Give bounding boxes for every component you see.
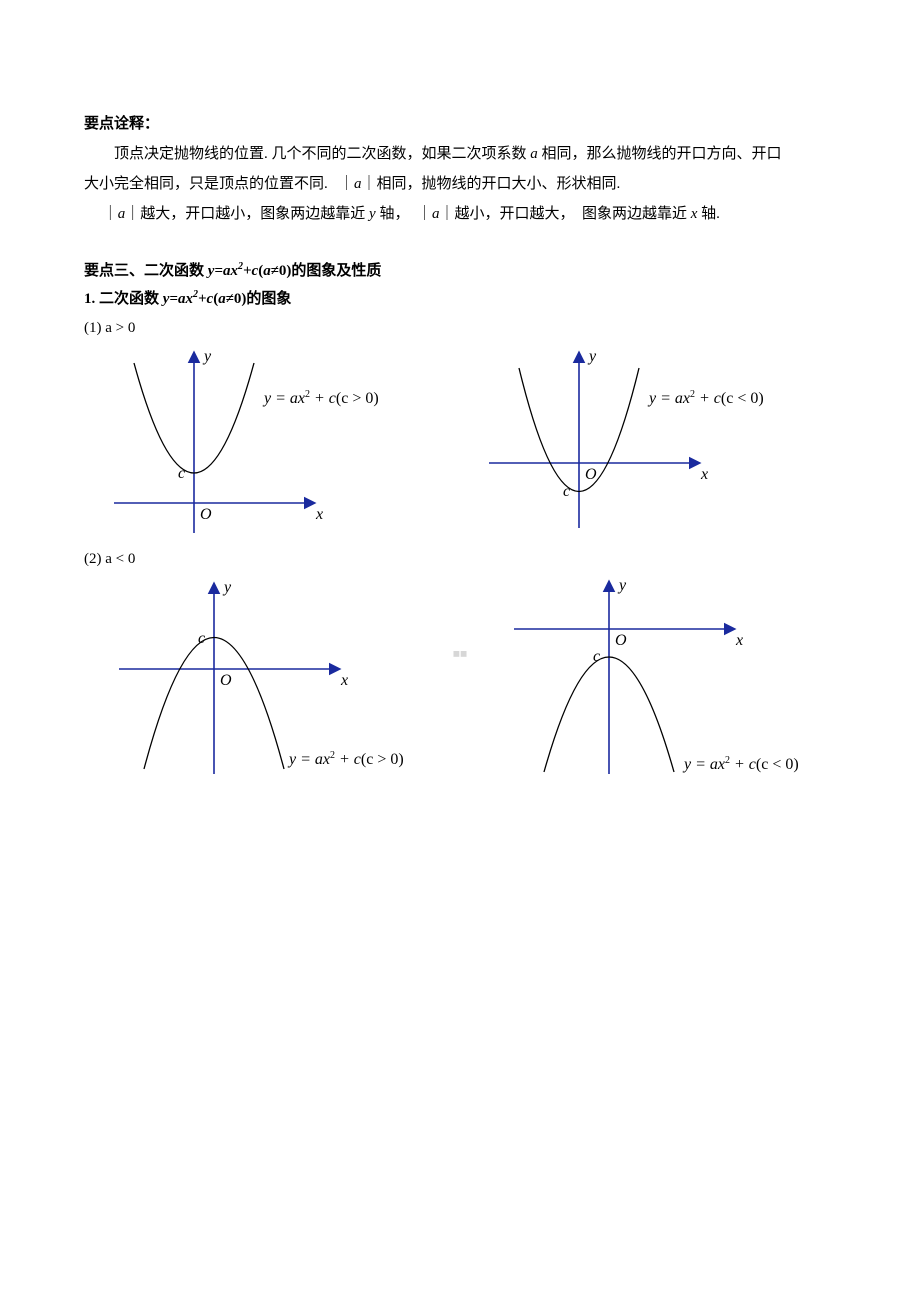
- para1-text-a: 顶点决定抛物线的位置. 几个不同的二次函数，如果二次项系数: [114, 146, 530, 162]
- para2-text-c: ｜越小，开口越大， 图象两边越靠近: [439, 206, 690, 222]
- para2-text-a: ｜越大，开口越小，图象两边越靠近: [125, 206, 369, 222]
- paragraph-2: ｜a｜越大，开口越小，图象两边越靠近 y 轴， ｜a｜越小，开口越大， 图象两边…: [84, 199, 836, 229]
- svg-text:O: O: [200, 506, 212, 523]
- svg-text:c: c: [593, 648, 600, 665]
- condition-1: (1) a > 0: [84, 320, 836, 337]
- var-y: y: [369, 206, 376, 222]
- var-a-abs1: a: [354, 176, 362, 192]
- svg-text:y = ax2 + c(c > 0): y = ax2 + c(c > 0): [287, 750, 404, 768]
- h3-a: 1. 二次函数: [84, 291, 163, 307]
- svg-text:y = ax2 + c(c > 0): y = ax2 + c(c > 0): [262, 389, 379, 407]
- para2-text-d: 轴.: [697, 206, 720, 222]
- cond2-text: (2) a < 0: [84, 551, 135, 567]
- heading-section-3: 要点三、二次函数 y=ax2+c(a≠0)的图象及性质: [84, 257, 836, 286]
- svg-text:c: c: [198, 630, 205, 647]
- svg-text:O: O: [585, 466, 597, 483]
- svg-text:y = ax2 + c(c < 0): y = ax2 + c(c < 0): [647, 389, 764, 407]
- paragraph-1b: 大小完全相同，只是顶点的位置不同. ｜a｜相同，抛物线的开口大小、形状相同.: [84, 169, 836, 199]
- para1-text-c: 大小完全相同，只是顶点的位置不同. ｜: [84, 176, 354, 192]
- svg-text:y: y: [222, 579, 232, 596]
- para2-lead: ｜: [84, 206, 118, 222]
- h3-cond: a: [218, 291, 226, 307]
- chart-2: y x O c y = ax2 + c(c < 0): [474, 343, 784, 543]
- svg-text:O: O: [220, 672, 232, 689]
- heading-subsection-1: 1. 二次函数 y=ax2+c(a≠0)的图象: [84, 285, 836, 314]
- svg-text:x: x: [315, 506, 323, 523]
- h3-c: ≠0)的图象: [226, 291, 292, 307]
- h3-eq: y=ax2+c: [163, 291, 213, 307]
- svg-text:x: x: [735, 632, 743, 649]
- condition-2: (2) a < 0: [84, 551, 836, 568]
- h2-c: ≠0)的图象及性质: [271, 263, 382, 279]
- para2-text-b: 轴， ｜: [376, 206, 432, 222]
- svg-text:y = ax2 + c(c < 0): y = ax2 + c(c < 0): [682, 755, 799, 773]
- paragraph-1: 顶点决定抛物线的位置. 几个不同的二次函数，如果二次项系数 a 相同，那么抛物线…: [84, 139, 836, 169]
- para1-text-b: 相同，那么抛物线的开口方向、开口: [538, 146, 782, 162]
- svg-text:O: O: [615, 632, 627, 649]
- h2-eq: y=ax2+c: [208, 263, 258, 279]
- chart-row-1: y x O c y = ax2 + c(c > 0) y x O c y = a…: [104, 343, 836, 543]
- svg-text:y: y: [617, 577, 627, 594]
- var-a: a: [530, 146, 538, 162]
- para1-text-d: ｜相同，抛物线的开口大小、形状相同.: [362, 176, 621, 192]
- svg-text:y: y: [587, 348, 597, 365]
- cond1-text: (1) a > 0: [84, 320, 135, 336]
- heading-yaodian: 要点诠释：: [84, 110, 836, 139]
- svg-text:c: c: [563, 483, 570, 500]
- chart-3: y x O c y = ax2 + c(c > 0): [104, 574, 434, 794]
- svg-text:x: x: [340, 672, 348, 689]
- svg-text:c: c: [178, 465, 185, 482]
- chart-4: y x O c y = ax2 + c(c < 0): [494, 574, 824, 794]
- h2-cond: a: [263, 263, 271, 279]
- chart-row-2: y x O c y = ax2 + c(c > 0) y x O c y = a…: [104, 574, 836, 794]
- svg-text:y: y: [202, 348, 212, 365]
- h2-a: 要点三、二次函数: [84, 263, 208, 279]
- chart-1: y x O c y = ax2 + c(c > 0): [104, 343, 414, 543]
- svg-text:x: x: [700, 466, 708, 483]
